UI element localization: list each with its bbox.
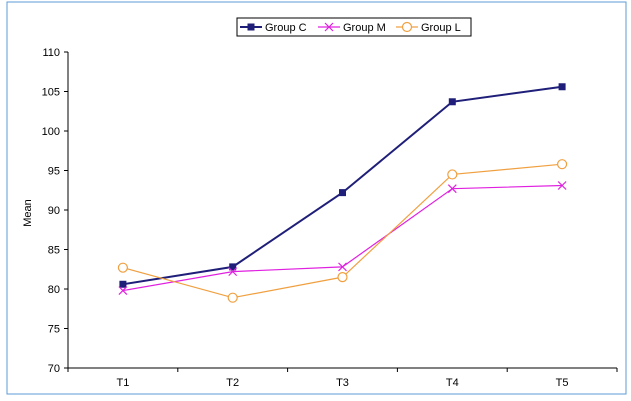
y-tick-label: 110 — [42, 47, 60, 59]
x-tick-label: T1 — [116, 377, 129, 389]
chart-frame — [6, 1, 627, 395]
data-point-group-m — [228, 267, 238, 277]
y-tick-label: 105 — [42, 87, 60, 99]
data-point-group-m — [338, 262, 347, 272]
y-tick-label: 70 — [48, 363, 60, 375]
data-point-group-c — [229, 263, 237, 271]
data-point-group-m — [557, 181, 567, 190]
series-group-m — [118, 181, 567, 296]
x-tick-label: T2 — [226, 377, 239, 389]
legend-label: Group C — [265, 22, 307, 34]
x-tick-label: T4 — [446, 377, 459, 389]
series-lines — [117, 83, 568, 303]
data-point-group-l — [337, 272, 348, 283]
y-tick-label: 85 — [48, 245, 60, 257]
data-point-legend-group-c — [247, 23, 255, 31]
data-point-legend-group-m — [324, 22, 334, 32]
x-tick-label: T5 — [556, 377, 569, 389]
legend-entry-group-m: Group M — [318, 22, 386, 34]
y-tick-label: 75 — [48, 324, 60, 336]
legend-box — [236, 17, 472, 37]
data-point-group-l — [447, 169, 458, 180]
y-tick-label: 95 — [48, 166, 60, 178]
y-tick-label: 100 — [42, 126, 60, 138]
data-point-group-c — [119, 280, 127, 288]
axes: 70 75 80 85 90 95 100 105 110 T1 T2 T3 T4 T5 — [42, 47, 618, 389]
legend: Group C Group M Group L — [236, 17, 472, 37]
data-point-group-c — [448, 98, 456, 106]
data-point-group-l — [117, 262, 129, 273]
data-point-group-m — [447, 184, 457, 194]
series-group-c — [119, 83, 566, 288]
legend-label: Group L — [421, 22, 461, 34]
legend-label: Group M — [343, 22, 386, 34]
y-tick-label: 80 — [48, 284, 60, 296]
series-group-l — [117, 159, 568, 303]
y-tick-label: 90 — [48, 205, 60, 217]
data-point-group-l — [227, 292, 238, 303]
data-point-group-c — [339, 189, 346, 197]
y-axis-label: Mean — [22, 199, 34, 227]
data-point-group-m — [118, 286, 128, 296]
legend-entry-group-c: Group C — [240, 22, 307, 34]
legend-entry-group-l: Group L — [396, 21, 461, 34]
data-point-group-c — [558, 83, 566, 91]
x-tick-label: T3 — [336, 377, 349, 389]
data-point-legend-group-l — [401, 21, 413, 33]
data-point-group-l — [556, 159, 568, 170]
